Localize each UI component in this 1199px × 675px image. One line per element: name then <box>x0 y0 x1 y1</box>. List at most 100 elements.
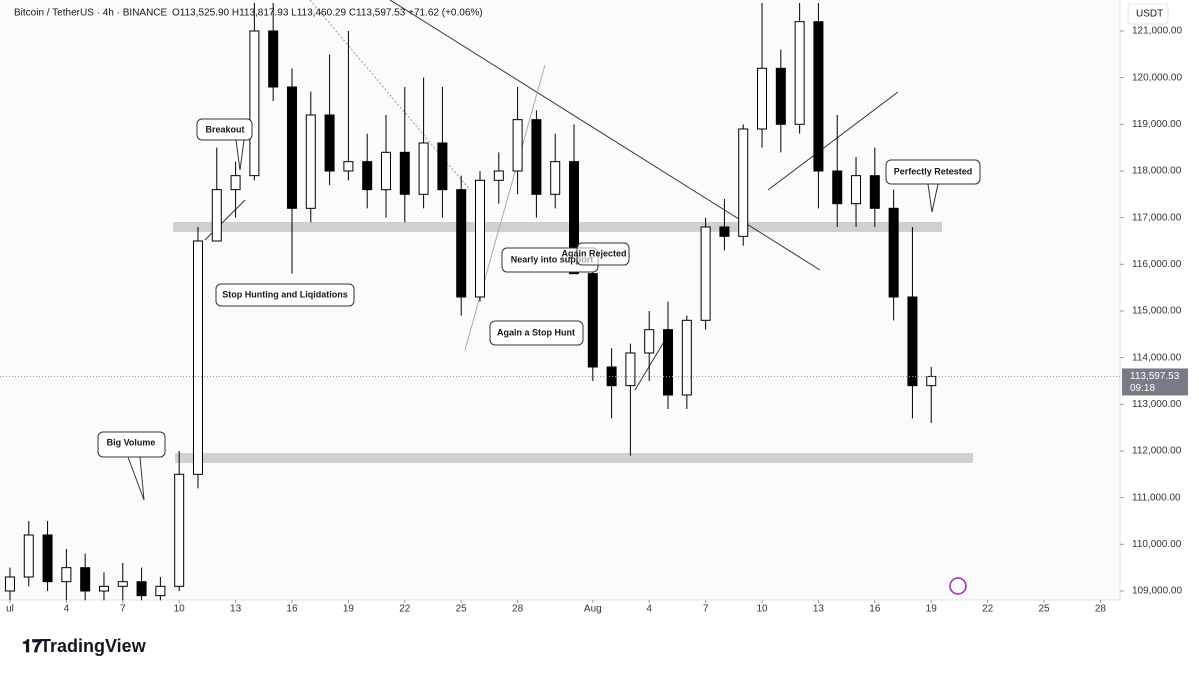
y-tick-label: 119,000.00 <box>1132 119 1182 130</box>
candle-body <box>362 161 373 191</box>
candle-body <box>456 189 467 298</box>
candle-body <box>512 119 523 172</box>
annotation-box <box>489 320 584 346</box>
trend-line <box>309 0 471 191</box>
x-tick-label: 16 <box>286 604 298 615</box>
candles <box>4 2 937 601</box>
x-tick-label: 19 <box>926 604 938 615</box>
annotations: Breakout Stop Hunting and Liqidations Bi… <box>97 118 981 501</box>
y-tick-label: 117,000.00 <box>1132 212 1182 223</box>
candle-body <box>757 67 768 130</box>
candle-body <box>719 226 730 237</box>
candle-body <box>211 189 222 242</box>
candle-body <box>98 585 109 592</box>
candle-body <box>230 175 241 191</box>
y-tick-label: 114,000.00 <box>1132 352 1182 363</box>
candle-body <box>343 161 354 172</box>
candle-body <box>286 86 297 209</box>
symbol: Bitcoin / TetherUS · 4h · BINANCE <box>14 8 168 19</box>
x-tick-label: 10 <box>174 604 186 615</box>
annotation: Again a Stop Hunt <box>497 327 575 337</box>
x-tick-label: 22 <box>982 604 994 615</box>
y-tick-label: 113,000.00 <box>1132 399 1182 410</box>
candle-body <box>80 567 91 592</box>
candle-body <box>606 366 617 387</box>
candle-body <box>493 170 504 181</box>
candle-body <box>61 567 72 583</box>
x-tick-label: 13 <box>230 604 242 615</box>
candle-body <box>324 114 335 172</box>
x-tick-label: 16 <box>869 604 881 615</box>
x-tick-label: 7 <box>120 604 126 615</box>
candle-body <box>681 319 692 396</box>
candle-body <box>869 175 880 209</box>
brand: TradingView <box>40 636 147 656</box>
candle-body <box>249 30 260 177</box>
candle-body <box>663 329 674 396</box>
candle-body <box>136 581 147 597</box>
annotation-box <box>885 159 981 185</box>
candle-body <box>625 352 636 387</box>
candle-body <box>569 161 580 275</box>
pointer <box>927 183 939 213</box>
ohlc: O113,525.90 H113,817.93 L113,460.29 C113… <box>172 8 483 19</box>
x-tick-label: 25 <box>456 604 468 615</box>
x-tick-label: 25 <box>1038 604 1050 615</box>
annotation-box <box>97 431 166 458</box>
y-tick-label: 121,000.00 <box>1132 26 1182 37</box>
candle-body <box>305 114 316 209</box>
candle-body <box>587 273 598 368</box>
x-tick-label: ul <box>6 604 14 615</box>
candle-body <box>418 142 429 195</box>
candle-body <box>926 375 937 387</box>
x-tick-label: 4 <box>64 604 70 615</box>
y-tick-label: 110,000.00 <box>1132 539 1182 550</box>
candle-body <box>794 21 805 125</box>
annotation: Perfectly Retested <box>894 166 973 176</box>
candle-body <box>399 151 410 195</box>
y-tick-label: 116,000.00 <box>1132 259 1182 270</box>
trend-line <box>767 91 899 191</box>
candle-body <box>531 119 542 195</box>
annotation-box <box>215 283 355 307</box>
pointer <box>235 139 245 171</box>
x-tick-label: 4 <box>646 604 652 615</box>
trend-line <box>634 334 669 391</box>
x-tick-label: 28 <box>512 604 524 615</box>
candle-body <box>550 161 561 195</box>
y-tick-label: 111,000.00 <box>1132 492 1181 503</box>
candle-body <box>813 21 824 172</box>
candle-body <box>155 585 166 597</box>
candle-body <box>380 151 391 191</box>
last-price-box <box>1122 368 1188 396</box>
plot-area <box>0 0 1120 600</box>
candle-body <box>437 142 448 191</box>
candle-body <box>23 534 34 578</box>
candle-body <box>832 170 843 205</box>
x-tick-label: 22 <box>399 604 411 615</box>
annotation: Big Volume <box>107 437 156 447</box>
last-price: 113,597.53 <box>1130 371 1180 382</box>
logo-mark: 𝟏𝟕 <box>22 636 42 656</box>
trend-line <box>204 199 246 241</box>
annotation: Breakout <box>205 124 244 134</box>
candle-body <box>117 581 128 587</box>
y-tick-label: 120,000.00 <box>1132 72 1182 83</box>
candle-body <box>192 240 203 475</box>
y-tick-label: 115,000.00 <box>1132 306 1182 317</box>
x-tick-label: 10 <box>756 604 768 615</box>
y-tick-label: 112,000.00 <box>1132 446 1182 457</box>
x-tick-label: 28 <box>1095 604 1107 615</box>
candle-body <box>700 226 711 321</box>
candle-body <box>888 207 899 298</box>
annotation-box <box>576 242 630 266</box>
y-tick-label: 118,000.00 <box>1132 166 1182 177</box>
alert-icon[interactable] <box>949 577 967 595</box>
annotation: Nearly into support <box>511 254 594 264</box>
candle-body <box>268 30 279 88</box>
annotation: Again Rejected <box>561 248 626 258</box>
candle-body <box>4 576 15 592</box>
x-tick-label: 7 <box>703 604 709 615</box>
currency-button[interactable] <box>1127 3 1169 25</box>
candle-body <box>907 296 918 387</box>
